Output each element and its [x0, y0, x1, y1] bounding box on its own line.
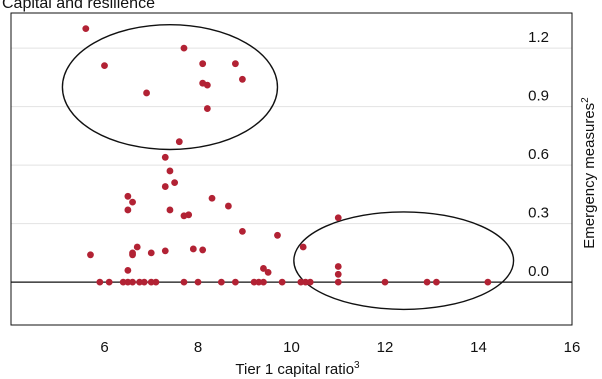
data-point — [143, 89, 150, 97]
annotation-ellipses — [61, 23, 515, 311]
data-point — [101, 62, 108, 70]
data-point — [334, 270, 342, 278]
data-point — [161, 153, 169, 161]
data-point — [124, 278, 132, 286]
data-point — [133, 243, 141, 251]
data-point — [161, 247, 169, 255]
y-axis-label-text: Emergency measures — [581, 103, 598, 249]
data-point — [96, 278, 104, 286]
data-point — [264, 268, 272, 276]
data-point — [334, 278, 342, 286]
y-tick-label: 0.0 — [528, 263, 549, 280]
plot-frame — [10, 12, 573, 326]
data-point — [185, 211, 193, 219]
data-point — [171, 179, 179, 187]
data-point — [189, 245, 197, 253]
data-point — [166, 167, 174, 175]
y-axis-label-superscript: 2 — [580, 97, 591, 103]
data-point — [82, 25, 90, 32]
data-point — [129, 198, 136, 206]
data-point — [381, 278, 389, 286]
data-point — [152, 278, 160, 286]
x-axis-label: Tier 1 capital ratio3 — [235, 360, 360, 378]
data-point — [129, 251, 136, 259]
y-tick-label: 0.6 — [528, 146, 549, 163]
x-axis-label-superscript: 3 — [354, 360, 360, 371]
data-point — [119, 278, 127, 286]
data-point — [203, 105, 211, 112]
data-point — [129, 278, 136, 286]
chart-title: Capital and resilience — [2, 0, 155, 12]
data-point — [484, 278, 492, 286]
data-point — [140, 278, 148, 286]
data-point — [208, 194, 216, 202]
data-point — [217, 278, 225, 286]
data-point — [147, 249, 155, 257]
data-point — [278, 278, 286, 286]
data-point — [239, 75, 246, 83]
data-point — [136, 278, 143, 286]
x-tick-label: 8 — [194, 339, 202, 356]
x-tick-label: 6 — [100, 339, 108, 356]
data-point — [274, 231, 281, 239]
data-point — [423, 278, 431, 286]
y-tick-label: 0.9 — [528, 88, 549, 105]
x-tick-label: 16 — [564, 339, 581, 356]
data-point — [224, 202, 232, 210]
data-point — [297, 278, 305, 286]
grid-lines — [11, 47, 572, 225]
annotation-ellipse — [61, 23, 279, 151]
x-tick-labels: 6 8 10 12 14 16 — [100, 339, 580, 356]
x-axis-label-text: Tier 1 capital ratio — [235, 361, 354, 378]
data-point — [199, 60, 207, 68]
data-point — [180, 44, 188, 52]
data-point — [255, 278, 263, 286]
data-point — [180, 278, 188, 286]
data-point — [260, 265, 267, 272]
y-tick-label: 1.2 — [528, 29, 549, 46]
data-point — [175, 138, 183, 146]
data-point — [299, 243, 307, 251]
x-tick-label: 14 — [470, 339, 487, 356]
data-point — [194, 278, 202, 286]
data-point — [161, 183, 169, 190]
annotation-ellipse — [293, 211, 515, 311]
data-point — [334, 263, 342, 270]
data-point — [147, 278, 155, 286]
data-point — [105, 278, 113, 286]
x-tick-label: 12 — [377, 339, 394, 356]
data-point — [239, 228, 246, 235]
data-point — [302, 278, 309, 286]
data-point — [250, 278, 258, 286]
data-point — [166, 206, 174, 214]
data-point — [260, 278, 267, 286]
y-tick-labels: 0.0 0.3 0.6 0.9 1.2 — [528, 29, 549, 280]
data-point — [199, 246, 207, 254]
data-point — [124, 206, 132, 214]
data-point — [232, 60, 239, 68]
y-axis-label: Emergency measures2 — [580, 97, 598, 249]
data-point — [232, 278, 239, 286]
data-points — [82, 25, 492, 286]
data-point — [203, 81, 211, 89]
data-point — [124, 192, 132, 200]
data-point — [306, 278, 314, 286]
data-point — [124, 267, 132, 274]
y-tick-label: 0.3 — [528, 205, 549, 222]
data-point — [87, 251, 94, 259]
data-point — [433, 278, 440, 286]
data-point — [334, 214, 342, 222]
x-tick-label: 10 — [283, 339, 300, 356]
